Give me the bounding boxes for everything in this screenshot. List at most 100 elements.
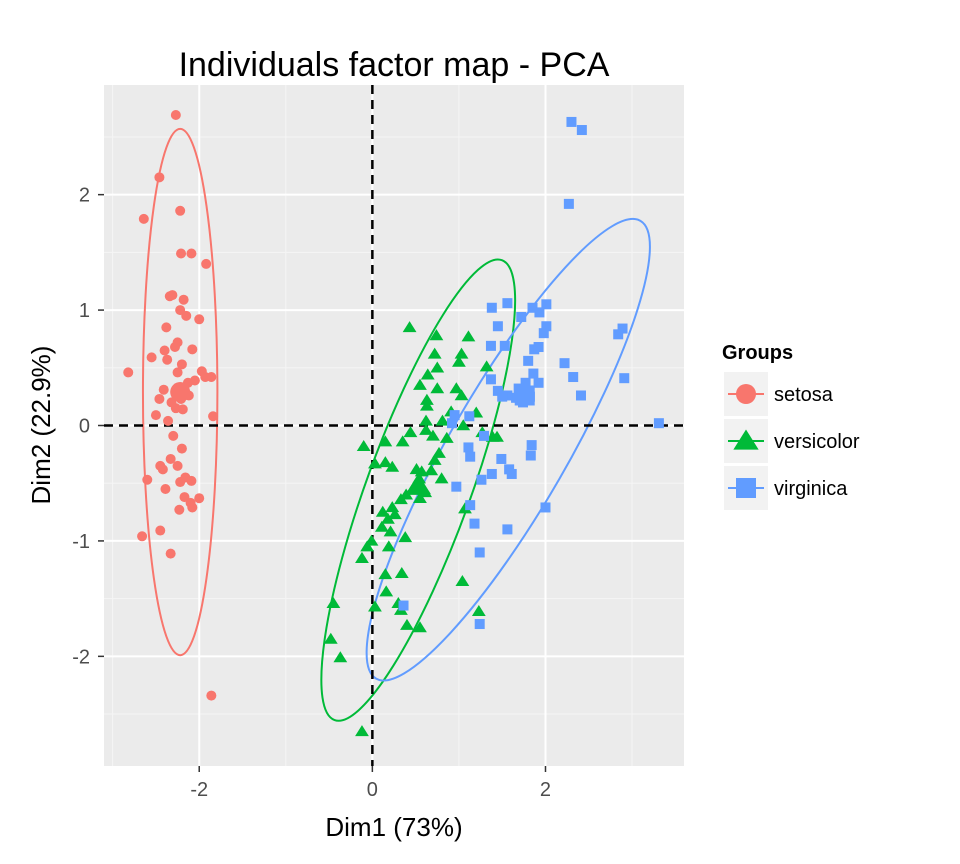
virginica-point xyxy=(492,321,503,332)
setosa-point xyxy=(159,345,170,356)
versicolor-point xyxy=(427,347,442,359)
setosa-point xyxy=(186,475,197,486)
versicolor-point xyxy=(360,540,375,552)
versicolor-point xyxy=(381,540,396,552)
virginica-point xyxy=(526,440,537,451)
virginica-point xyxy=(465,500,476,511)
versicolor-point xyxy=(414,465,429,477)
setosa-point xyxy=(170,110,181,121)
setosa-ellipse xyxy=(141,127,219,657)
virginica-centroid xyxy=(514,385,535,406)
virginica-point xyxy=(534,307,545,318)
versicolor-point xyxy=(326,596,341,608)
versicolor-point xyxy=(419,399,434,411)
data-points xyxy=(123,110,664,737)
versicolor-point xyxy=(479,360,494,372)
versicolor-point xyxy=(368,457,382,469)
versicolor-point xyxy=(413,621,427,633)
virginica-point xyxy=(541,321,552,332)
x-axis-ticks: -2 0 2 xyxy=(190,766,551,801)
versicolor-point xyxy=(419,414,433,426)
virginica-point xyxy=(465,451,476,462)
virginica-point xyxy=(398,600,409,611)
virginica-point xyxy=(485,374,496,385)
versicolor-point xyxy=(403,426,418,438)
virginica-point xyxy=(485,340,496,351)
x-axis-title: Dim1 (73%) xyxy=(325,812,462,842)
y-axis-title: Dim2 (22.9%) xyxy=(26,346,56,505)
y-tick-label: 0 xyxy=(79,416,90,438)
setosa-point xyxy=(186,248,197,259)
virginica-point xyxy=(486,468,497,479)
versicolor-point xyxy=(385,460,400,472)
virginica-point xyxy=(533,342,544,353)
versicolor-point xyxy=(402,321,417,333)
virginica-point xyxy=(576,125,587,136)
virginica-point xyxy=(533,377,544,388)
setosa-centroid xyxy=(170,382,191,403)
versicolor-point xyxy=(439,431,454,443)
versicolor-point xyxy=(381,512,395,524)
setosa-point xyxy=(165,548,176,559)
setosa-point xyxy=(142,474,153,485)
virginica-point xyxy=(464,411,475,422)
setosa-point xyxy=(175,477,186,488)
virginica-point xyxy=(449,410,460,421)
setosa-point xyxy=(175,205,186,216)
virginica-point xyxy=(447,418,457,429)
setosa-point xyxy=(169,342,180,353)
versicolor-point xyxy=(378,456,393,468)
setosa-point xyxy=(176,359,187,370)
y-tick-label: 1 xyxy=(79,300,90,322)
versicolor-point xyxy=(485,430,500,442)
versicolor-point xyxy=(375,505,390,517)
virginica-point xyxy=(566,116,577,127)
versicolor-centroid xyxy=(405,473,431,495)
setosa-point xyxy=(172,460,183,471)
virginica-point xyxy=(506,468,517,479)
versicolor-legend-marker xyxy=(733,429,759,450)
versicolor-point xyxy=(398,531,413,543)
versicolor-point xyxy=(394,493,408,505)
setosa-point xyxy=(172,367,183,378)
setosa-point xyxy=(194,314,205,325)
versicolor-point xyxy=(374,520,389,532)
versicolor-point xyxy=(355,725,369,737)
versicolor-point xyxy=(378,568,393,580)
versicolor-point xyxy=(454,389,469,401)
setosa-point xyxy=(174,504,185,515)
virginica-point xyxy=(497,391,508,402)
legend: Groups setosa versicolor virginica xyxy=(722,342,860,510)
versicolor-point xyxy=(383,525,398,537)
virginica-point xyxy=(527,302,538,313)
virginica-point xyxy=(563,198,574,209)
virginica-ellipse xyxy=(365,217,651,682)
virginica-point xyxy=(653,418,664,429)
setosa-point xyxy=(146,352,157,363)
y-tick-label: -2 xyxy=(72,646,90,668)
versicolor-point xyxy=(461,330,476,342)
setosa-point xyxy=(163,415,174,426)
setosa-point xyxy=(155,525,166,536)
versicolor-point xyxy=(385,501,400,513)
versicolor-point xyxy=(452,355,466,367)
versicolor-point xyxy=(378,435,393,447)
setosa-point xyxy=(157,464,168,475)
setosa-point xyxy=(208,411,219,422)
setosa-point xyxy=(176,248,187,259)
group-centroids xyxy=(170,382,535,495)
versicolor-point xyxy=(368,600,382,612)
versicolor-point xyxy=(435,414,450,426)
legend-label-setosa: setosa xyxy=(774,384,834,406)
setosa-point xyxy=(154,172,165,183)
virginica-point xyxy=(575,390,586,401)
legend-label-versicolor: versicolor xyxy=(774,431,860,453)
virginica-point xyxy=(463,442,474,453)
versicolor-point xyxy=(455,575,470,587)
virginica-point xyxy=(568,372,579,383)
setosa-point xyxy=(194,493,205,504)
chart-title: Individuals factor map - PCA xyxy=(179,46,610,84)
virginica-point xyxy=(559,358,570,369)
virginica-point xyxy=(525,450,536,461)
